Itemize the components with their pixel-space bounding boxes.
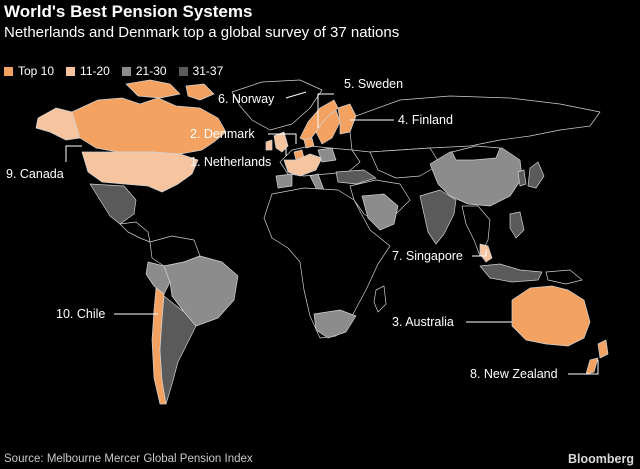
russia-shape xyxy=(349,95,601,153)
map-title: World's Best Pension Systems xyxy=(4,2,253,21)
legend: Top 10 11-20 21-30 31-37 xyxy=(4,64,223,78)
legend-swatch-31-37 xyxy=(178,66,188,76)
callout-norway: 6. Norway xyxy=(218,92,275,106)
argentina-shape xyxy=(159,295,197,405)
legend-label: 11-20 xyxy=(80,64,110,78)
leader-denmark xyxy=(268,133,297,144)
legend-item-11-20: 11-20 xyxy=(66,64,110,78)
usa-shape xyxy=(81,151,199,193)
japan-shape xyxy=(527,161,545,189)
legend-label: 31-37 xyxy=(192,64,224,78)
leader-canada xyxy=(65,145,82,162)
turkey-shape xyxy=(335,169,377,185)
denmark-shape xyxy=(303,137,315,149)
callout-canada: 9. Canada xyxy=(6,167,64,181)
callout-australia: 3. Australia xyxy=(392,315,454,329)
new-zealand-shape xyxy=(585,339,609,375)
mexico-shape xyxy=(89,183,137,225)
callout-netherlands: 1. Netherlands xyxy=(190,155,271,169)
new-guinea-shape xyxy=(545,269,583,285)
callout-chile: 10. Chile xyxy=(56,307,105,321)
legend-item-top10: Top 10 xyxy=(4,64,54,78)
leader-norway xyxy=(285,91,307,99)
legend-label: 21-30 xyxy=(135,64,167,78)
canada-shape xyxy=(71,97,227,155)
callout-new-zealand: 8. New Zealand xyxy=(470,367,558,381)
korea-shape xyxy=(517,169,527,187)
legend-swatch-21-30 xyxy=(121,66,131,76)
map-subtitle: Netherlands and Denmark top a global sur… xyxy=(4,24,400,41)
greenland-shape xyxy=(231,79,323,131)
central-america-shape xyxy=(119,221,151,243)
callout-finland: 4. Finland xyxy=(398,113,453,127)
callout-singapore: 7. Singapore xyxy=(392,249,463,263)
source-note: Source: Melbourne Mercer Global Pension … xyxy=(4,453,253,465)
central-asia-shape xyxy=(369,147,441,179)
legend-swatch-top10 xyxy=(4,66,13,76)
madagascar-shape xyxy=(373,285,387,313)
alaska-shape xyxy=(35,107,81,141)
legend-item-31-37: 31-37 xyxy=(178,64,224,78)
legend-item-21-30: 21-30 xyxy=(121,64,167,78)
india-shape xyxy=(419,189,457,245)
legend-label: Top 10 xyxy=(18,64,55,78)
australia-shape xyxy=(511,285,591,347)
legend-swatch-11-20 xyxy=(66,66,76,76)
indonesia-shape xyxy=(479,211,543,283)
arctic-islands-shape xyxy=(125,79,215,101)
south-africa-shape xyxy=(313,309,357,339)
callout-sweden: 5. Sweden xyxy=(344,77,403,91)
saudi-arabia-shape xyxy=(361,193,399,231)
brazil-shape xyxy=(163,255,239,327)
brand-logo: Bloomberg xyxy=(568,452,634,466)
mongolia-shape xyxy=(451,145,501,161)
callout-denmark: 2. Denmark xyxy=(190,127,255,141)
western-europe-shape xyxy=(283,153,323,177)
leader-singapore xyxy=(472,250,487,257)
uk-ireland-shape xyxy=(265,131,289,153)
leader-sweden xyxy=(317,93,334,128)
leader-new-zealand xyxy=(568,360,599,375)
poland-shape xyxy=(317,147,337,163)
